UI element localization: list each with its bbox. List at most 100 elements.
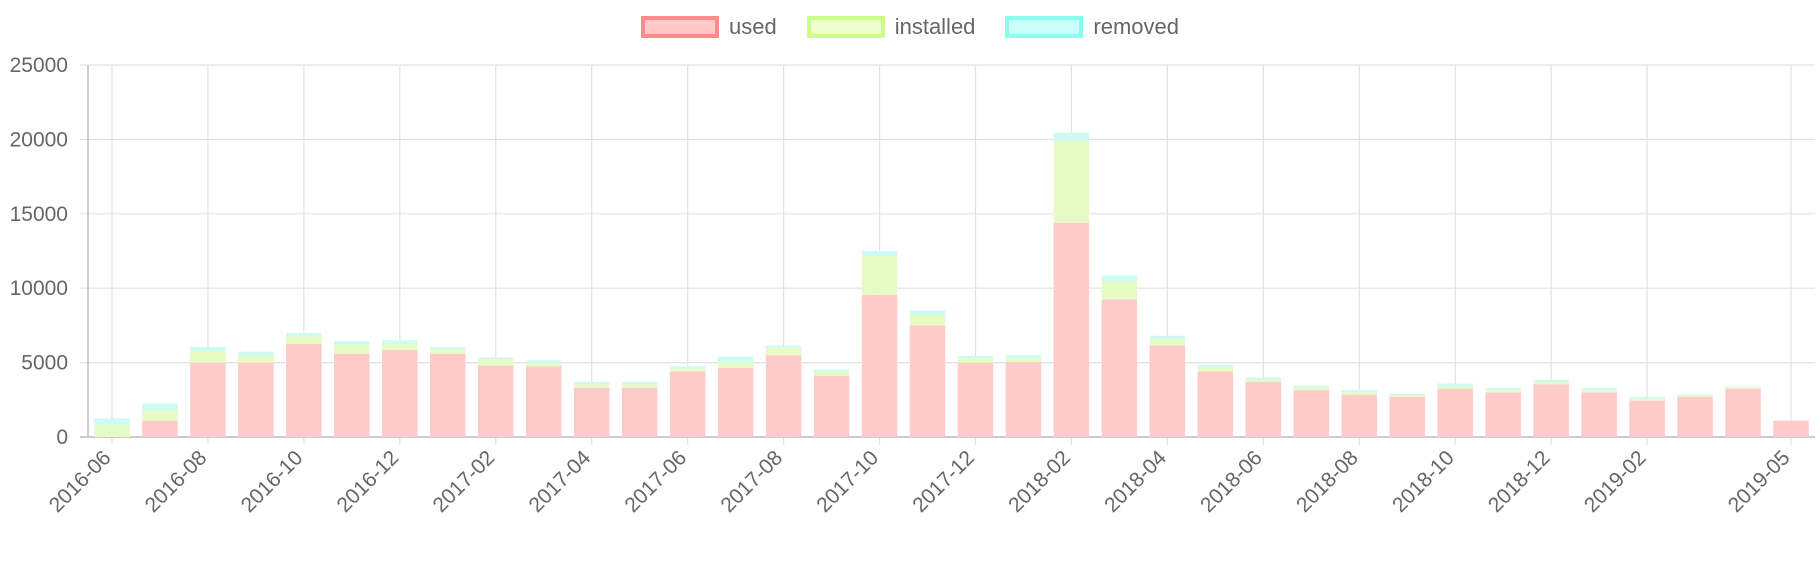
bar-removed-2018-05 — [1197, 364, 1234, 368]
bar-used-2017-04 — [573, 387, 610, 437]
bar-installed-2018-01 — [1005, 358, 1042, 362]
bar-used-2018-02 — [1053, 222, 1090, 437]
y-tick-label: 5000 — [21, 352, 68, 375]
bar-used-2016-09 — [238, 362, 274, 437]
bar-removed-2016-10 — [286, 332, 322, 337]
bar-used-2018-09 — [1389, 396, 1425, 437]
bar-removed-2018-12 — [1533, 379, 1569, 382]
bar-installed-2019-04 — [1725, 387, 1761, 389]
bar-removed-2016-09 — [238, 351, 274, 356]
bar-used-2018-01 — [1005, 361, 1042, 437]
bar-installed-2016-12 — [382, 344, 418, 350]
x-tick-label: 2018-06 — [1196, 446, 1267, 517]
y-tick-label: 10000 — [10, 277, 68, 300]
bar-removed-2016-06 — [94, 418, 130, 426]
bar-used-2018-06 — [1245, 381, 1282, 437]
x-tick-label: 2019-05 — [1724, 446, 1795, 517]
bar-removed-2018-01 — [1005, 355, 1042, 359]
bar-used-2016-10 — [286, 344, 322, 437]
x-tick-label: 2016-12 — [333, 446, 404, 517]
bar-removed-2016-11 — [334, 341, 370, 345]
bar-removed-2018-07 — [1293, 385, 1330, 388]
bar-installed-2016-10 — [286, 336, 322, 344]
bar-used-2018-03 — [1101, 299, 1138, 437]
legend-item-used[interactable]: used — [640, 14, 777, 40]
bar-used-2018-04 — [1149, 345, 1186, 437]
bar-used-2017-09 — [813, 375, 850, 437]
bar-removed-2017-04 — [573, 381, 610, 385]
bar-installed-2017-07 — [717, 361, 754, 368]
x-tick-label: 2017-04 — [524, 446, 595, 517]
bar-removed-2017-10 — [861, 251, 898, 257]
y-tick-label: 20000 — [10, 128, 68, 151]
bar-used-2016-07 — [142, 420, 178, 437]
bar-removed-2018-11 — [1485, 387, 1521, 391]
bar-installed-2017-12 — [957, 358, 994, 363]
bar-installed-2018-08 — [1341, 392, 1378, 395]
legend-label-installed: installed — [894, 14, 976, 39]
bar-installed-2019-02 — [1629, 398, 1665, 401]
bar-used-2018-08 — [1341, 394, 1378, 437]
bar-used-2018-11 — [1485, 392, 1521, 437]
bar-used-2017-07 — [717, 367, 754, 437]
x-tick-label: 2017-12 — [908, 446, 979, 517]
bar-removed-2017-09 — [813, 369, 850, 372]
bar-used-2018-12 — [1533, 384, 1569, 437]
bar-used-2017-11 — [909, 325, 946, 437]
chart-legend: used installed removed — [0, 14, 1820, 40]
x-tick-label: 2016-06 — [45, 446, 116, 517]
bar-removed-2019-03 — [1677, 394, 1713, 396]
bar-used-2017-01 — [430, 353, 466, 437]
bar-installed-2019-01 — [1581, 390, 1617, 393]
bar-installed-2018-11 — [1485, 390, 1521, 393]
bar-used-2019-05 — [1773, 420, 1809, 437]
bar-removed-2017-03 — [525, 360, 562, 364]
bar-installed-2018-02 — [1053, 140, 1090, 223]
legend-item-installed[interactable]: installed — [806, 14, 976, 40]
bar-removed-2017-05 — [621, 381, 658, 385]
x-tick-label: 2017-08 — [716, 446, 787, 517]
y-tick-label: 0 — [56, 426, 68, 449]
bar-used-2017-12 — [957, 362, 994, 437]
bar-installed-2018-05 — [1197, 367, 1234, 372]
bar-installed-2018-12 — [1533, 381, 1569, 385]
bar-removed-2019-01 — [1581, 387, 1617, 391]
bar-removed-2017-01 — [430, 346, 466, 350]
bar-installed-2018-07 — [1293, 387, 1330, 391]
bar-used-2017-06 — [669, 371, 706, 437]
legend-label-used: used — [728, 14, 777, 39]
bar-installed-2016-07 — [142, 410, 178, 421]
bar-used-2019-02 — [1629, 400, 1665, 437]
bar-installed-2018-09 — [1389, 395, 1425, 397]
bar-removed-2018-06 — [1245, 377, 1282, 380]
bar-used-2016-12 — [382, 349, 418, 437]
bar-installed-2017-06 — [669, 368, 706, 372]
bar-removed-2016-08 — [190, 346, 226, 352]
x-tick-label: 2016-08 — [141, 446, 212, 517]
bar-removed-2016-12 — [382, 340, 418, 344]
legend-swatch-installed — [806, 16, 885, 38]
x-tick-label: 2018-10 — [1388, 446, 1459, 517]
bar-installed-2016-08 — [190, 351, 226, 363]
bar-used-2017-10 — [861, 294, 898, 437]
y-tick-label: 25000 — [10, 54, 68, 77]
legend-swatch-removed — [1005, 16, 1084, 38]
y-tick-label: 15000 — [10, 203, 68, 226]
bar-used-2019-04 — [1725, 388, 1761, 437]
x-tick-label: 2017-10 — [812, 446, 883, 517]
bar-installed-2016-09 — [238, 355, 274, 363]
legend-item-removed[interactable]: removed — [1005, 14, 1179, 40]
legend-swatch-used — [640, 16, 719, 38]
bar-used-2016-08 — [190, 362, 226, 437]
bar-removed-2018-02 — [1053, 132, 1090, 141]
bar-installed-2019-03 — [1677, 395, 1713, 397]
x-tick-label: 2019-02 — [1580, 446, 1651, 517]
bar-removed-2018-03 — [1101, 275, 1138, 282]
bar-removed-2019-02 — [1629, 396, 1665, 399]
x-tick-label: 2018-12 — [1484, 446, 1555, 517]
x-tick-label: 2018-04 — [1100, 446, 1171, 517]
bar-used-2017-03 — [525, 366, 562, 437]
bar-installed-2017-10 — [861, 256, 898, 295]
bar-used-2019-01 — [1581, 392, 1617, 437]
bar-used-2018-10 — [1437, 388, 1473, 437]
